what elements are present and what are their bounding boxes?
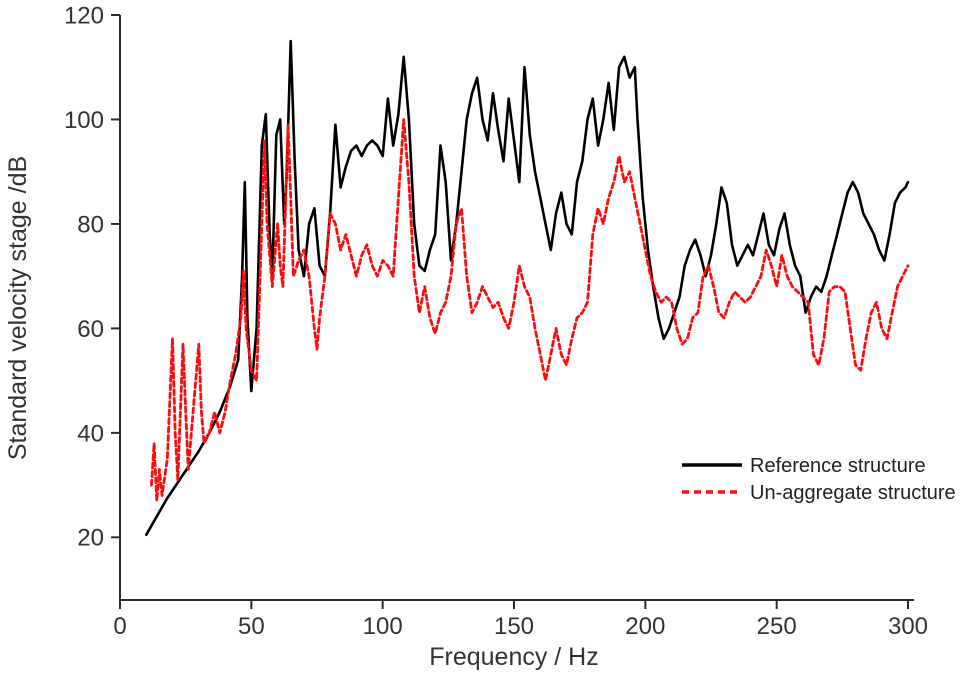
x-tick-label: 0 (113, 613, 126, 640)
x-tick-label: 250 (757, 613, 797, 640)
series-line-1 (150, 118, 910, 503)
axes-group (119, 15, 914, 601)
y-tick-label: 120 (64, 2, 104, 29)
y-tick-label: 100 (64, 107, 104, 134)
y-tick-label: 80 (77, 211, 104, 238)
legend: Reference structure Un-aggregate structu… (682, 455, 956, 504)
x-tick-label: 200 (625, 613, 665, 640)
y-axis-title: Standard velocity stage /dB (4, 156, 32, 460)
x-tick-label: 300 (888, 613, 928, 640)
x-tick-label: 50 (238, 613, 265, 640)
x-tick-label: 150 (494, 613, 534, 640)
legend-label-unaggregate: Un-aggregate structure (750, 482, 956, 504)
y-tick-label: 20 (77, 525, 104, 552)
y-tick-label: 40 (77, 420, 104, 447)
x-tick-label: 100 (363, 613, 403, 640)
series-line-0 (145, 39, 910, 537)
x-axis-title: Frequency / Hz (429, 643, 599, 671)
ticks-group: 0 50 100 150 200 250 300 20 40 60 80 100 120 (64, 2, 928, 640)
y-tick-label: 60 (77, 316, 104, 343)
legend-label-reference: Reference structure (750, 455, 926, 477)
series-group (145, 39, 910, 537)
